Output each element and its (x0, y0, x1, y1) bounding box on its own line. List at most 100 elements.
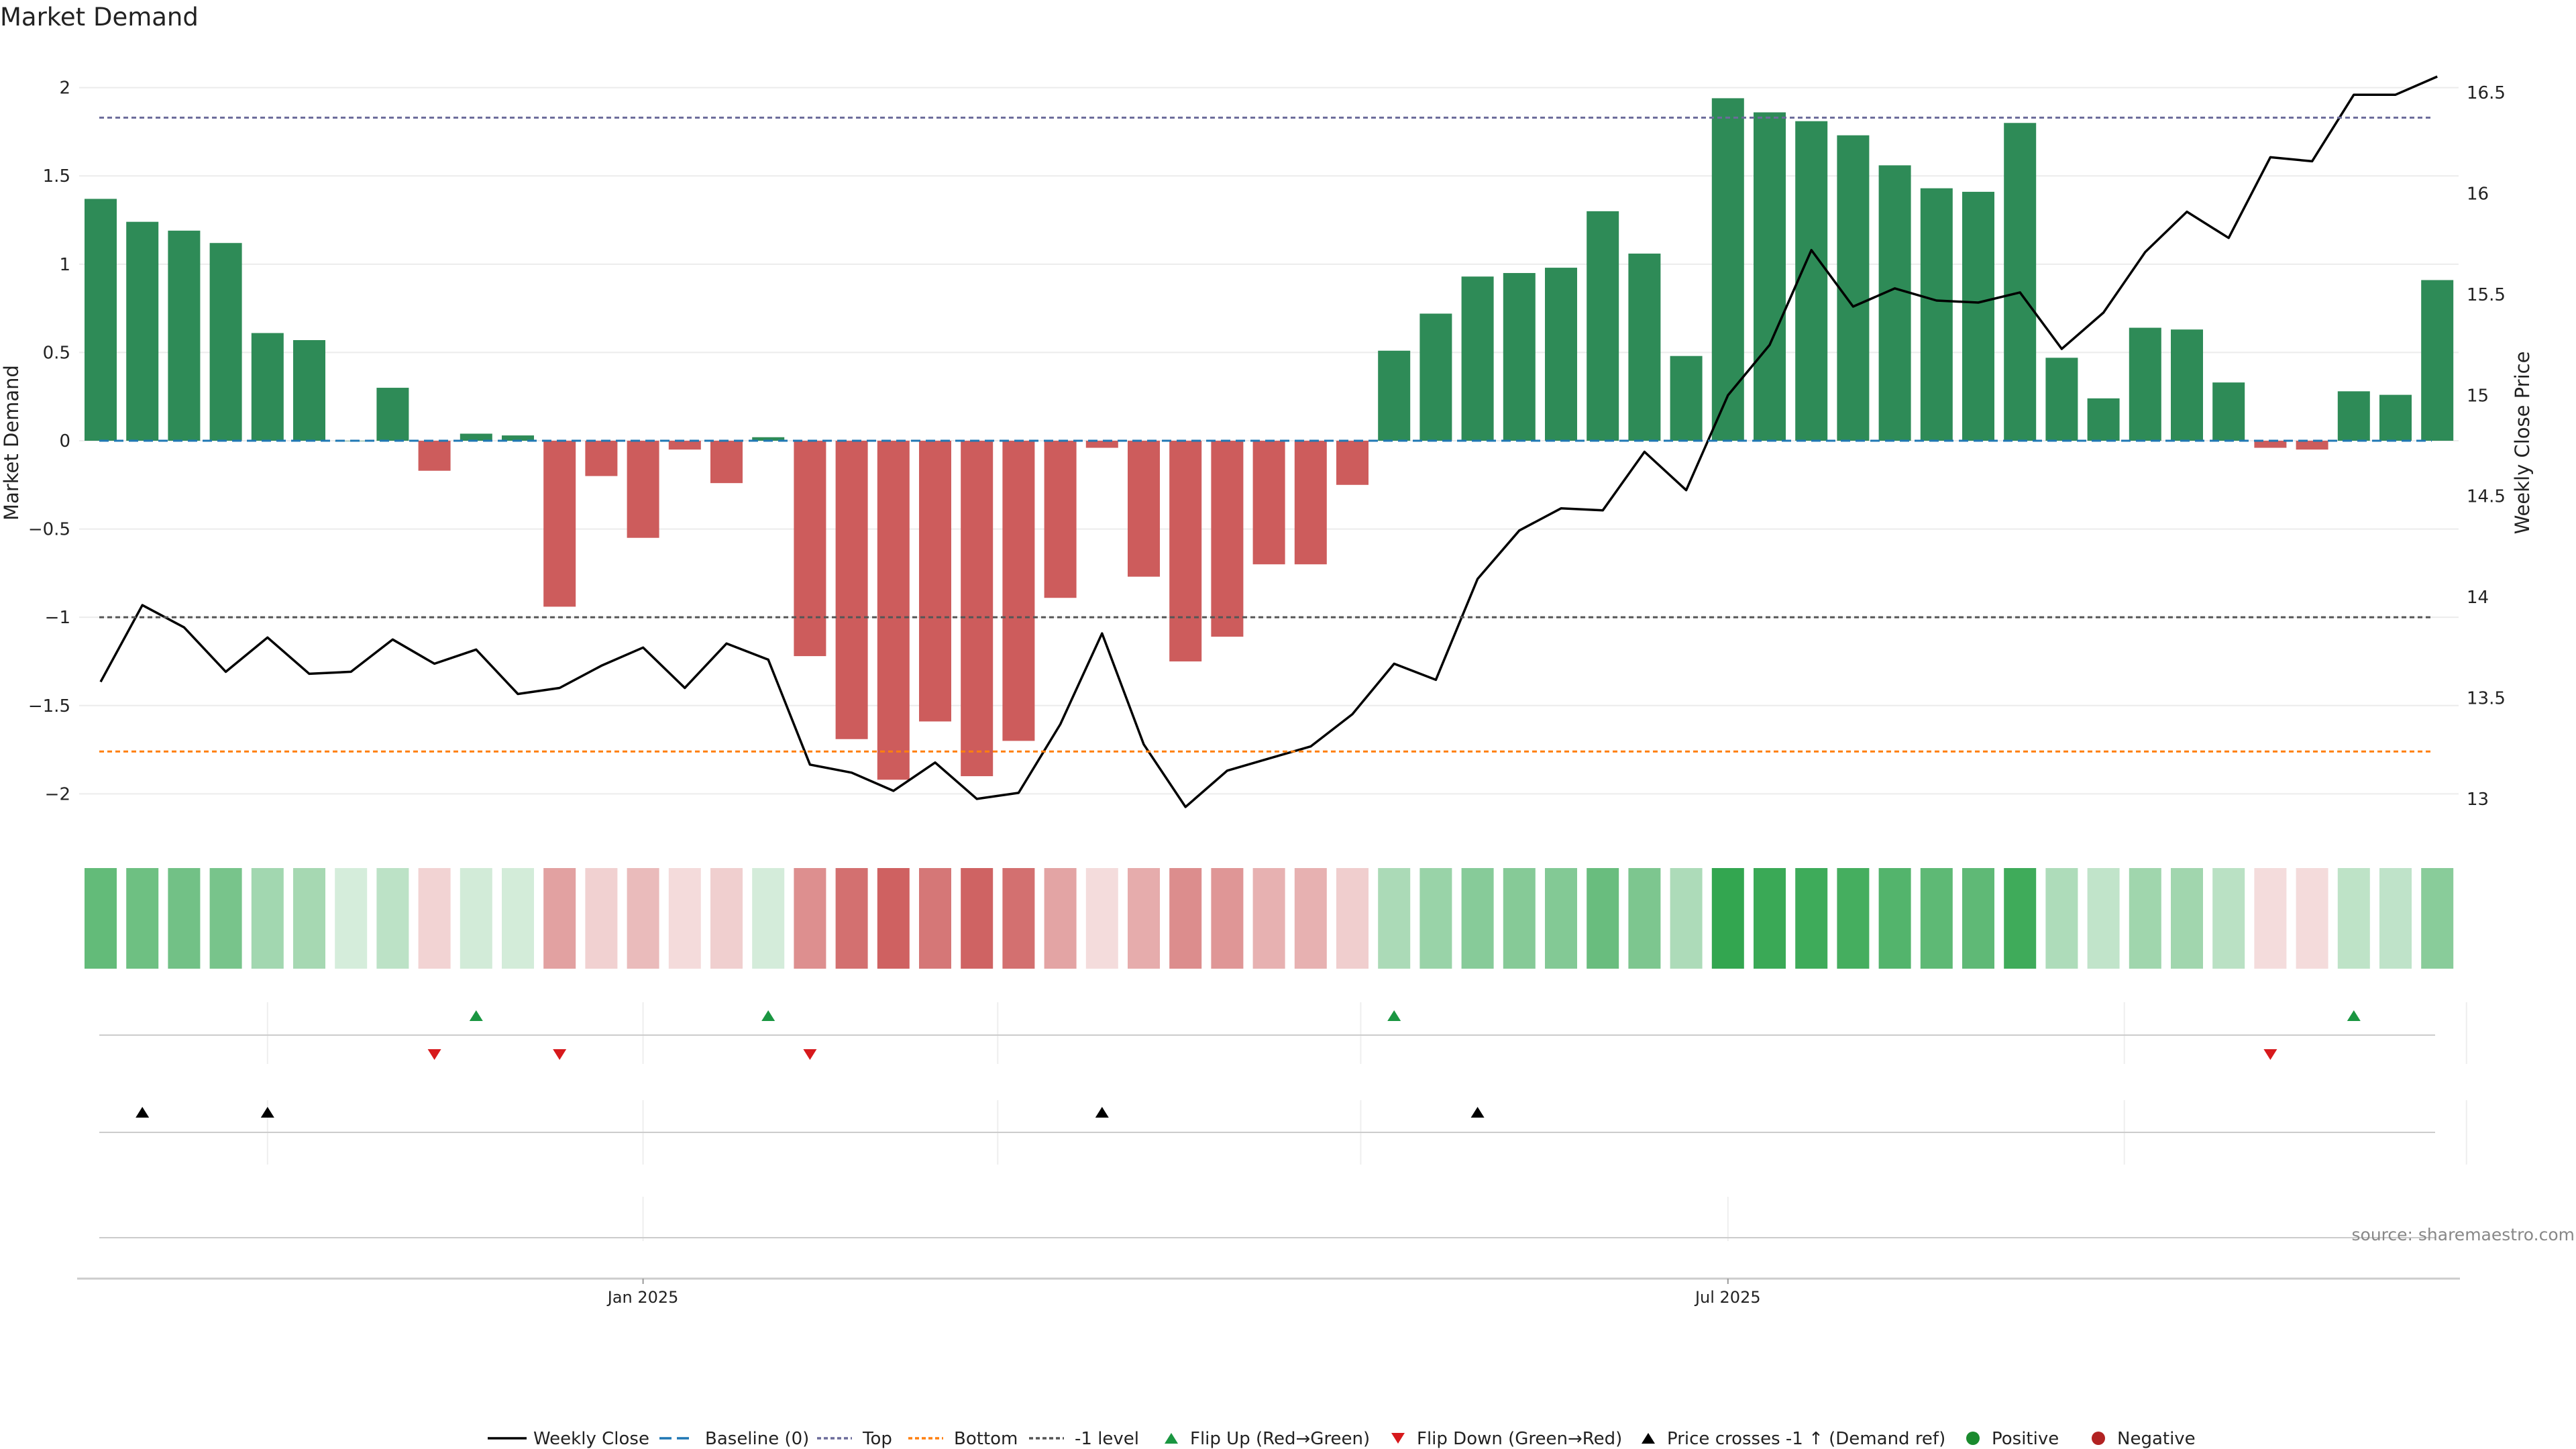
right-axis-title: Weekly Close Price (2511, 352, 2534, 535)
left-tick-label: 1 (59, 255, 70, 275)
heat-cell (209, 868, 242, 969)
legend-triangle-down-icon (1391, 1433, 1405, 1444)
demand-heat-strip (85, 868, 2454, 969)
demand-bar-negative (585, 441, 618, 476)
flip-markers-panel (99, 1002, 2467, 1064)
left-tick-label: 0 (59, 431, 70, 451)
demand-bar-positive (460, 433, 492, 441)
heat-cell (1920, 868, 1953, 969)
axes: 2 1.5 1 0.5 0 −0.5 −1 −1.5 −2 13 13.5 14 14.5 15 15.5 1… (0, 78, 2534, 810)
demand-bar-negative (1169, 441, 1202, 661)
heat-cell (1962, 868, 1994, 969)
flip-down-marker (427, 1049, 441, 1060)
legend-label: Top (862, 1429, 892, 1449)
right-tick-label: 15 (2467, 386, 2489, 406)
demand-bar-negative (1044, 441, 1077, 598)
left-tick-label: −2 (45, 784, 70, 804)
flip-down-marker (2263, 1049, 2277, 1060)
legend-label: Bottom (954, 1429, 1018, 1449)
heat-cell (1711, 868, 1744, 969)
heat-cell (251, 868, 284, 969)
demand-bar-negative (543, 441, 576, 607)
right-tick-label: 14 (2467, 588, 2489, 608)
heat-cell (1085, 868, 1118, 969)
demand-bar-positive (376, 388, 409, 441)
demand-bar-negative (668, 441, 701, 450)
right-tick-label: 15.5 (2467, 285, 2506, 305)
right-tick-label: 16.5 (2467, 83, 2506, 103)
demand-bar-negative (1294, 441, 1327, 565)
left-tick-label: −1.5 (28, 696, 70, 716)
demand-bar-negative (1002, 441, 1035, 741)
heat-cell (2171, 868, 2203, 969)
page-title: Market Demand (0, 3, 199, 32)
heat-cell (1378, 868, 1411, 969)
heat-cell (1419, 868, 1452, 969)
demand-bar-negative (919, 441, 951, 722)
demand-bar-positive (752, 437, 785, 441)
heat-cell (961, 868, 994, 969)
left-tick-label: 1.5 (43, 166, 70, 186)
heat-cell (2129, 868, 2161, 969)
demand-bar-positive (1628, 254, 1661, 441)
legend-label: Positive (1992, 1429, 2059, 1449)
flip-up-marker (469, 1010, 483, 1021)
demand-bar-negative (2254, 441, 2287, 448)
legend-label: Flip Up (Red→Green) (1190, 1429, 1370, 1449)
demand-bar-positive (1670, 356, 1703, 441)
heat-cell (2254, 868, 2287, 969)
demand-bar-negative (710, 441, 743, 484)
heat-cell (1252, 868, 1285, 969)
heat-cell (1545, 868, 1577, 969)
demand-bar-positive (2129, 327, 2161, 441)
heat-cell (376, 868, 409, 969)
legend-dot-icon (2092, 1432, 2105, 1445)
heat-cell (2421, 868, 2454, 969)
demand-bar-negative (627, 441, 659, 538)
price-cross-marker (1470, 1107, 1485, 1118)
legend-label: Baseline (0) (705, 1429, 809, 1449)
heat-cell (1128, 868, 1160, 969)
demand-bar-negative (877, 441, 910, 780)
heat-cell (1837, 868, 1870, 969)
demand-bar-positive (126, 221, 159, 441)
heat-cell (1670, 868, 1703, 969)
demand-bar-positive (2421, 280, 2454, 441)
demand-bar-positive (1795, 121, 1828, 441)
demand-bar-positive (1545, 268, 1577, 441)
right-tick-label: 16 (2467, 184, 2489, 205)
right-tick-label: 13 (2467, 790, 2489, 810)
demand-bar-positive (85, 199, 117, 441)
flip-down-marker (803, 1049, 817, 1060)
price-cross-marker (1095, 1107, 1109, 1118)
heat-cell (627, 868, 659, 969)
heat-cell (1795, 868, 1828, 969)
price-cross-marker (260, 1107, 274, 1118)
heat-cell (1503, 868, 1536, 969)
legend-triangle-up-icon (1165, 1433, 1178, 1444)
legend-label: Price crosses -1 ↑ (Demand ref) (1667, 1429, 1945, 1449)
weekly-close-line (99, 75, 2438, 808)
heat-cell (919, 868, 951, 969)
demand-bar-positive (1503, 272, 1536, 441)
flip-down-marker (553, 1049, 567, 1060)
demand-bar-positive (1878, 165, 1911, 441)
demand-bar-positive (2087, 398, 2120, 441)
heat-cell (2087, 868, 2120, 969)
demand-bar-negative (961, 441, 994, 777)
heat-cell (335, 868, 368, 969)
heat-cell (2379, 868, 2412, 969)
demand-bar-negative (835, 441, 868, 739)
legend-triangle-up-icon (1642, 1433, 1655, 1444)
heat-cell (1461, 868, 1494, 969)
demand-bar-positive (2379, 394, 2412, 441)
left-tick-label: −1 (45, 608, 70, 628)
x-tick-label: Jan 2025 (606, 1288, 679, 1307)
legend-dot-icon (1966, 1432, 1980, 1445)
heat-cell (2296, 868, 2328, 969)
demand-bar-negative (418, 441, 451, 471)
heat-cell (2337, 868, 2370, 969)
legend-label: -1 level (1075, 1429, 1139, 1449)
heat-cell (85, 868, 117, 969)
heat-cell (168, 868, 201, 969)
